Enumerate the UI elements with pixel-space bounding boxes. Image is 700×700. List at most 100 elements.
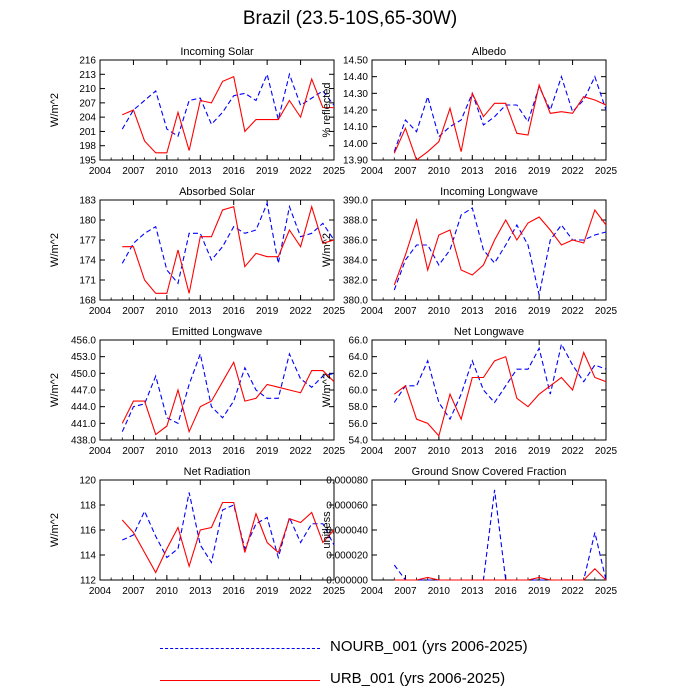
x-tick-label: 2019 [528, 166, 551, 177]
x-tick-label: 2016 [495, 166, 518, 177]
y-axis-label: % reflected [321, 82, 333, 137]
plot-frame [99, 479, 335, 581]
x-tick-label: 2010 [156, 586, 179, 597]
x-tick-label: 2013 [461, 166, 484, 177]
chart-panel-8: Ground Snow Covered Fraction unitless 2004… [321, 466, 618, 597]
x-tick-label: 2025 [323, 586, 346, 597]
y-tick-label: 388.0 [343, 216, 368, 227]
chart-panel-1: Incoming Solar W/m^2 2004 2007 2010 2013 2016 2… [49, 46, 346, 177]
x-tick-label: 2010 [156, 306, 179, 317]
series-line-urb_001 [122, 75, 334, 154]
y-tick-label: 54.0 [349, 436, 369, 447]
plot-frame [371, 199, 607, 301]
x-tick-label: 2004 [89, 446, 112, 457]
y-tick-label: 14.10 [343, 122, 368, 133]
y-tick-label: 114 [80, 551, 96, 562]
x-tick-label: 2004 [361, 586, 384, 597]
y-tick-label: 0.000080 [326, 476, 368, 487]
y-axis-label: W/m^2 [321, 373, 333, 407]
x-tick-label: 2013 [461, 306, 484, 317]
y-tick-label: 116 [80, 526, 96, 537]
x-tick-label: 2016 [223, 446, 246, 457]
y-tick-label: 213 [79, 70, 96, 81]
plot-frame [99, 59, 335, 161]
legend-label: URB_001 (yrs 2006-2025) [330, 670, 506, 687]
panel-title: Ground Snow Covered Fraction [412, 466, 567, 478]
chart-panel-3: Absorbed Solar W/m^2 2004 2007 2010 2013 2016 2… [49, 186, 346, 317]
plot-frame [371, 479, 607, 581]
x-tick-label: 2016 [495, 586, 518, 597]
x-tick-label: 2025 [323, 166, 346, 177]
y-tick-label: 183 [79, 196, 96, 207]
y-tick-label: 386.0 [343, 236, 368, 247]
x-tick-label: 2010 [428, 586, 451, 597]
y-tick-label: 14.00 [343, 139, 368, 150]
panel-title: Albedo [472, 46, 506, 58]
chart-panel-7: Net Radiation W/m^2 2004 2007 2010 2013 2016 20… [49, 466, 346, 597]
x-tick-label: 2010 [156, 166, 179, 177]
y-tick-label: 174 [79, 256, 96, 267]
y-tick-label: 60.0 [349, 386, 369, 397]
x-tick-label: 2019 [528, 306, 551, 317]
y-tick-label: 180 [79, 216, 96, 227]
x-tick-label: 2004 [361, 446, 384, 457]
y-tick-label: 120 [79, 476, 96, 487]
x-tick-label: 2025 [595, 586, 618, 597]
x-tick-label: 2013 [461, 446, 484, 457]
y-tick-label: 0.000000 [326, 576, 368, 587]
chart-panel-5: Emitted Longwave W/m^2 2004 2007 2010 2013 201… [49, 326, 346, 457]
x-tick-label: 2016 [223, 586, 246, 597]
y-tick-label: 201 [79, 127, 96, 138]
x-tick-label: 2025 [595, 166, 618, 177]
y-tick-label: 447.0 [71, 386, 96, 397]
panel-title: Net Longwave [454, 326, 524, 338]
y-tick-label: 453.0 [71, 352, 96, 363]
y-tick-label: 210 [79, 84, 96, 95]
legend-label: NOURB_001 (yrs 2006-2025) [330, 638, 528, 655]
y-tick-label: 384.0 [343, 256, 368, 267]
x-tick-label: 2004 [89, 586, 112, 597]
x-tick-label: 2022 [561, 586, 584, 597]
legend-item-nourb: NOURB_001 (yrs 2006-2025) [160, 638, 680, 658]
x-tick-label: 2013 [189, 306, 212, 317]
y-tick-label: 62.0 [349, 369, 369, 380]
x-tick-label: 2022 [561, 446, 584, 457]
y-tick-label: 56.0 [349, 419, 369, 430]
y-tick-label: 0.000020 [326, 551, 368, 562]
panel-title: Absorbed Solar [179, 186, 255, 198]
y-tick-label: 118 [80, 501, 96, 512]
series-line-nourb_001 [121, 201, 335, 285]
x-tick-label: 2019 [256, 306, 279, 317]
x-tick-label: 2013 [189, 446, 212, 457]
x-tick-label: 2019 [256, 586, 279, 597]
x-tick-label: 2022 [289, 306, 312, 317]
x-tick-label: 2007 [122, 166, 145, 177]
x-tick-label: 2016 [495, 306, 518, 317]
series-line-urb_001 [122, 204, 335, 294]
y-tick-label: 171 [79, 276, 96, 287]
x-tick-label: 2016 [223, 306, 246, 317]
y-tick-label: 112 [80, 576, 96, 587]
panel-title: Incoming Longwave [440, 186, 538, 198]
y-tick-label: 0.000060 [326, 501, 368, 512]
x-tick-label: 2007 [122, 306, 145, 317]
y-axis-label: W/m^2 [49, 513, 61, 547]
series-line-nourb_001 [393, 74, 607, 152]
y-tick-label: 441.0 [71, 419, 96, 430]
plot-frame [99, 199, 335, 301]
x-tick-label: 2007 [122, 446, 145, 457]
y-tick-label: 380.0 [343, 296, 368, 307]
y-axis-label: unitless [321, 511, 333, 549]
y-tick-label: 13.90 [343, 156, 368, 167]
y-tick-label: 58.0 [349, 402, 369, 413]
chart-panel-6: Net Longwave W/m^2 2004 2007 2010 2013 2016 201… [321, 326, 618, 457]
x-tick-label: 2010 [428, 166, 451, 177]
y-tick-label: 216 [79, 56, 96, 67]
x-tick-label: 2010 [156, 446, 179, 457]
x-tick-label: 2004 [361, 306, 384, 317]
y-tick-label: 14.30 [343, 89, 368, 100]
x-tick-label: 2004 [89, 166, 112, 177]
series-line-nourb_001 [121, 72, 335, 138]
y-axis-label: W/m^2 [49, 233, 61, 267]
